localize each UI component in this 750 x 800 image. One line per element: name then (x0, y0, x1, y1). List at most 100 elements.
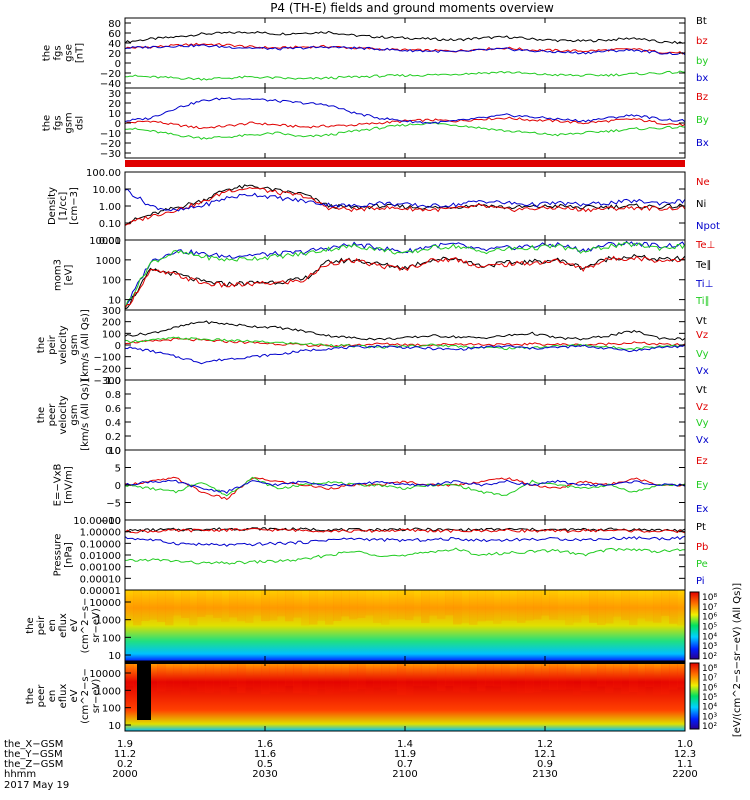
legend-Te∥: Te∥ (695, 260, 712, 271)
y-axis-label: the peir en eflux eV (cm^2−s− sr−eV) (25, 598, 102, 654)
axis-row-value: 1.6 (257, 739, 273, 750)
legend-bx: bx (696, 73, 708, 84)
y-axis-label-line: Density (47, 187, 58, 225)
plot-area (125, 310, 685, 380)
axis-row-value: 2130 (532, 769, 557, 780)
spectrogram-band (589, 590, 598, 623)
colorbar-label: [eV/(cm^2−s−sr−eV) (All Qs)] (732, 583, 743, 737)
spectrogram-band (501, 661, 510, 692)
spectrogram-band (157, 590, 166, 622)
spectrogram-band (213, 661, 222, 692)
y-tick-label: 5 (115, 464, 121, 475)
y-axis-label-line: eV (69, 689, 80, 702)
y-tick-label: −100 (94, 353, 121, 364)
legend-Vt: Vt (696, 316, 707, 327)
y-axis-label: E=−VxB [mV/m] (53, 464, 75, 507)
spectrogram-band (565, 661, 574, 690)
spectrogram-band (405, 590, 414, 621)
y-tick-label: 0.00001 (80, 586, 121, 597)
colorbar-tick-label: 10² (702, 652, 717, 662)
spectrogram-band (485, 661, 494, 686)
y-axis-label-line: [eV] (64, 265, 75, 286)
colorbar-tick-label: 10⁴ (702, 703, 717, 713)
y-axis-label-line: peer (47, 403, 58, 427)
spectrogram-band (333, 661, 342, 694)
y-axis-label-line: dsl (75, 116, 86, 130)
spectrogram-band (445, 661, 454, 687)
spectrogram-band (173, 661, 182, 691)
series-Ex (124, 479, 686, 494)
spectrogram-band (301, 590, 310, 626)
spectrogram-band (461, 590, 470, 624)
y-tick-label: −20 (100, 139, 121, 150)
spectrogram-band (637, 590, 646, 619)
spectrogram-band (365, 661, 374, 695)
axis-row-value: 2030 (252, 769, 277, 780)
spectrogram-band (653, 590, 662, 623)
y-tick-label: 10.00000 (73, 516, 121, 527)
spectrogram-band (677, 590, 686, 626)
spectrogram-band (357, 661, 366, 690)
axis-row-value: 0.5 (257, 759, 273, 770)
y-axis-label-line: mom3 (53, 259, 64, 291)
spectrogram-band (157, 661, 166, 692)
y-tick-label: 10 (108, 721, 121, 732)
axis-row-value: 11.6 (254, 749, 276, 760)
spectrogram-band (493, 590, 502, 624)
panel-6: 1.0 0.8 0.6 0.4 0.2 0.0 the peer velocity gsm [km/… (36, 376, 709, 457)
spectrogram-band (669, 661, 678, 690)
spectrogram-band (669, 590, 678, 624)
y-tick-label: 20 (108, 99, 121, 110)
spectrogram-band (429, 590, 438, 616)
spectrogram-band (269, 661, 278, 693)
y-axis-label-line: fgs (53, 115, 64, 130)
y-tick-label: 1000 (96, 256, 121, 267)
axis-row-value: 0.2 (117, 759, 133, 770)
y-tick-label: 10.00 (92, 185, 121, 196)
spectrogram-band (325, 661, 334, 695)
y-axis-label: the peer velocity gsm [km/s (All Qs)] (36, 379, 91, 451)
axis-row-label: the_Y−GSM (4, 749, 63, 760)
spectrogram-band (461, 661, 470, 693)
panel-9: 10000 1000 100 10 the peir en eflux eV (cm^2−s− sr… (25, 589, 686, 662)
y-axis-label-line: gsm (64, 112, 75, 133)
spectrogram-band (573, 590, 582, 623)
spectrogram-band (309, 590, 318, 625)
y-tick-label: 80 (108, 19, 121, 30)
spectrogram-band (301, 661, 310, 694)
series-by (125, 70, 686, 81)
spectrogram-band (621, 661, 630, 695)
spectrogram-band (437, 590, 446, 620)
axis-row-label: the_Z−GSM (4, 759, 63, 770)
spectrogram-band (197, 590, 206, 617)
spectrogram-band (405, 661, 414, 696)
spectrogram-band (253, 661, 262, 691)
spectrogram-band (581, 590, 590, 616)
spectrogram-band (421, 661, 430, 687)
y-tick-label: 100.00 (86, 168, 121, 179)
spectrogram-band (221, 590, 230, 622)
y-tick-label: 0 (115, 481, 121, 492)
spectrogram-band (285, 661, 294, 686)
y-tick-label: 0.10 (99, 219, 121, 230)
y-axis-label-line: eflux (58, 613, 69, 638)
spectrogram-band (261, 590, 270, 622)
legend-Te⊥: Te⊥ (695, 240, 715, 251)
y-tick-label: 0.00010 (80, 574, 121, 585)
spectrogram-band (605, 661, 614, 694)
series-Te⊥ (124, 255, 686, 308)
spectrogram-band (277, 590, 286, 617)
y-axis-label-line: velocity (58, 395, 69, 434)
y-tick-label: 100 (102, 329, 121, 340)
spectrogram-band (413, 590, 422, 617)
spectrogram-band (397, 590, 406, 620)
spectrogram-band (173, 590, 182, 616)
series-Ez (124, 476, 686, 501)
spectrogram-band (317, 661, 326, 690)
y-tick-label: 10000 (89, 669, 121, 680)
y-axis-label-line: [1/cc] (58, 192, 69, 221)
colorbar-tick-label: 10⁷ (702, 603, 717, 613)
spectrogram-gap (137, 664, 151, 720)
plot-area (125, 380, 685, 450)
